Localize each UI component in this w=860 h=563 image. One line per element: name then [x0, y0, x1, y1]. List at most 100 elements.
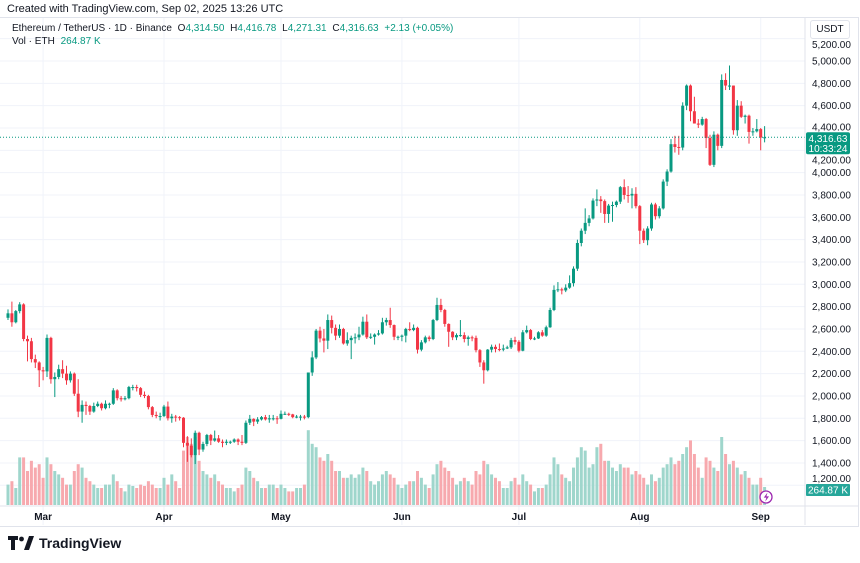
candle — [673, 135, 677, 153]
candle — [572, 266, 575, 287]
volume-bar — [677, 460, 681, 505]
candle — [611, 201, 614, 222]
candle-body — [380, 322, 384, 334]
candle — [162, 404, 166, 418]
candle — [197, 431, 201, 456]
candle-body — [447, 323, 451, 332]
volume-bar — [591, 464, 595, 505]
volume-bar — [408, 481, 412, 505]
volume-bar — [170, 474, 174, 505]
candle — [236, 438, 240, 446]
volume-bar — [369, 481, 373, 505]
candle-body — [392, 325, 396, 337]
volume-bar — [18, 457, 22, 505]
candle — [111, 388, 115, 405]
volume-bar — [201, 471, 205, 505]
candle — [486, 349, 490, 372]
candle — [607, 203, 611, 223]
candle-body — [731, 85, 735, 131]
candle-body — [478, 350, 482, 363]
volume-bar — [716, 471, 720, 505]
volume-bar — [221, 484, 224, 505]
candle-body — [29, 341, 33, 360]
volume-bar — [33, 467, 37, 505]
volume-bar — [743, 471, 747, 505]
tradingview-logo[interactable]: TradingView — [8, 535, 121, 551]
candle-body — [497, 349, 501, 351]
candle — [271, 414, 275, 421]
candle — [587, 215, 591, 227]
volume-row: Vol · ETH 264.87 K — [12, 35, 456, 48]
volume-bar — [244, 467, 248, 505]
volume-bar — [322, 460, 326, 505]
candle — [334, 324, 338, 341]
volume-bar — [92, 484, 96, 505]
candle-body — [556, 289, 560, 291]
candle — [14, 309, 18, 324]
volume-bar — [80, 467, 84, 505]
candle-body — [490, 346, 494, 350]
candle-body — [146, 395, 150, 408]
candle-body — [708, 138, 712, 165]
candle — [681, 102, 685, 151]
volume-bar — [529, 484, 533, 505]
candle-body — [572, 268, 575, 284]
candle — [193, 430, 197, 465]
candle-body — [369, 336, 373, 338]
candle — [622, 179, 626, 200]
lightning-bolt — [763, 492, 769, 502]
candle-body — [525, 330, 529, 333]
candle-body — [728, 85, 731, 87]
volume-bar — [607, 460, 611, 505]
candle — [451, 331, 455, 341]
candle-body — [287, 413, 291, 415]
candle-body — [244, 422, 248, 443]
candle-body — [37, 362, 41, 371]
volume-bar — [158, 488, 162, 505]
lightning-icon[interactable] — [759, 490, 773, 504]
currency-button[interactable]: USDT — [810, 20, 850, 39]
volume-bar — [334, 471, 338, 505]
candle — [591, 198, 595, 220]
candle-body — [361, 321, 365, 335]
volume-bar — [755, 484, 759, 505]
candle — [263, 414, 267, 421]
candle-body — [326, 320, 330, 341]
chart-legend: Ethereum / TetherUS · 1D · Binance O4,31… — [12, 22, 456, 48]
candle — [431, 318, 435, 341]
volume-bar — [384, 471, 388, 505]
candle-body — [178, 417, 182, 419]
volume-bar — [224, 488, 228, 505]
plot-area — [0, 18, 805, 525]
candle — [201, 441, 205, 452]
x-tick-label: Jul — [512, 512, 527, 523]
candle — [478, 349, 482, 367]
candle — [96, 401, 100, 408]
candle-body — [174, 416, 178, 418]
volume-bar — [564, 477, 568, 505]
countdown-label: 10:33:24 — [809, 144, 848, 155]
candle — [232, 438, 236, 443]
candle-body — [669, 144, 673, 172]
candle-body — [205, 435, 209, 444]
tradingview-logo-icon — [8, 536, 34, 550]
volume-bar — [735, 467, 739, 505]
candle — [139, 387, 143, 398]
candle — [318, 326, 322, 343]
candle-body — [451, 331, 455, 338]
candle — [404, 327, 408, 343]
candle — [92, 402, 96, 413]
candle-body — [416, 327, 419, 350]
candle-body — [626, 194, 630, 196]
candle-body — [665, 171, 669, 182]
candle — [341, 327, 345, 345]
volume-bar — [26, 471, 29, 505]
candle-body — [431, 320, 435, 340]
candle — [310, 351, 314, 376]
volume-bar — [700, 477, 704, 505]
candle-body — [548, 309, 552, 328]
candle — [256, 417, 260, 424]
candle-body — [119, 398, 123, 400]
candle — [739, 101, 743, 118]
